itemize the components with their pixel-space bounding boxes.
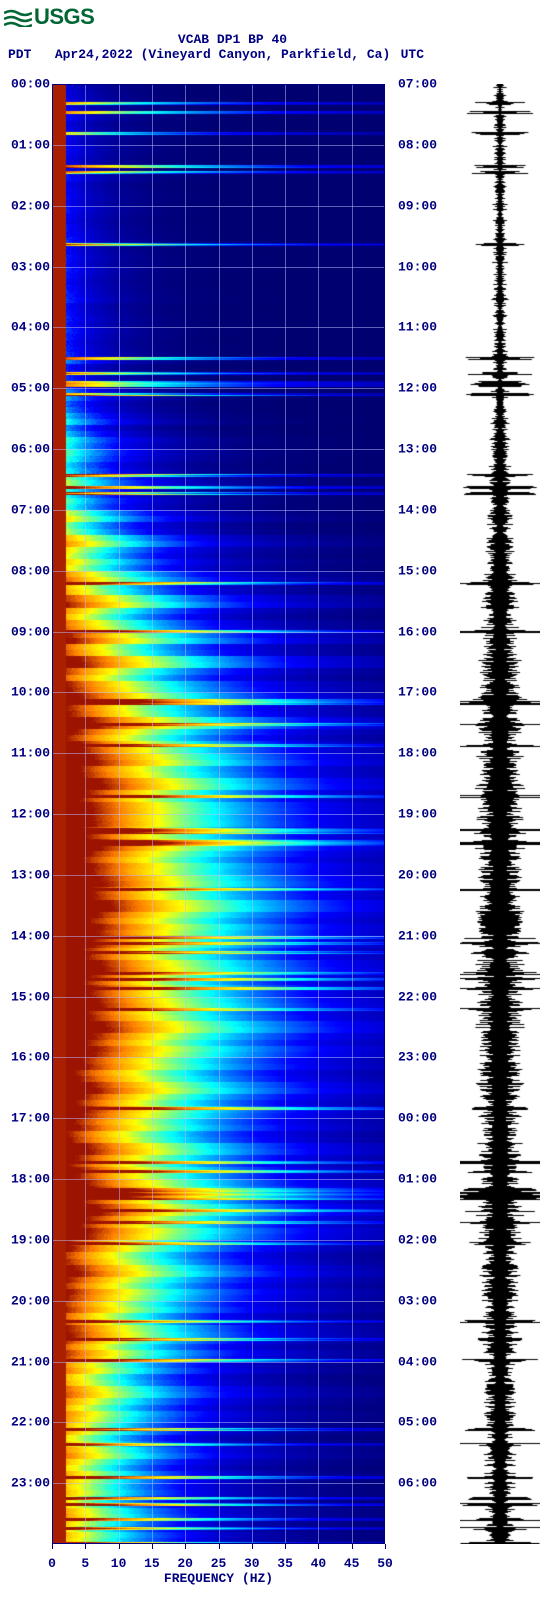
- usgs-logo: USGS: [4, 4, 94, 30]
- utc-time-label: 19:00: [392, 807, 437, 822]
- pdt-time-label: 23:00: [0, 1476, 50, 1491]
- x-tick-mark: [385, 1544, 386, 1549]
- waveform-panel: [460, 84, 540, 1544]
- x-tick-label: 25: [211, 1556, 227, 1571]
- utc-time-label: 12:00: [392, 381, 437, 396]
- x-axis-label: FREQUENCY (HZ): [52, 1571, 385, 1586]
- utc-time-label: 00:00: [392, 1111, 437, 1126]
- pdt-time-label: 00:00: [0, 77, 50, 92]
- utc-time-label: 08:00: [392, 137, 437, 152]
- utc-time-label: 04:00: [392, 1354, 437, 1369]
- x-tick-label: 0: [48, 1556, 56, 1571]
- utc-time-label: 18:00: [392, 746, 437, 761]
- pdt-time-axis: 00:0001:0002:0003:0004:0005:0006:0007:00…: [0, 84, 50, 1544]
- x-tick-mark: [119, 1544, 120, 1549]
- utc-time-label: 03:00: [392, 1293, 437, 1308]
- utc-time-label: 02:00: [392, 1232, 437, 1247]
- utc-time-label: 15:00: [392, 563, 437, 578]
- utc-time-axis: 07:0008:0009:0010:0011:0012:0013:0014:00…: [392, 84, 437, 1544]
- logo-text: USGS: [34, 4, 94, 30]
- pdt-time-label: 14:00: [0, 928, 50, 943]
- chart-title: VCAB DP1 BP 40: [0, 32, 465, 48]
- pdt-time-label: 22:00: [0, 1415, 50, 1430]
- utc-time-label: 23:00: [392, 1050, 437, 1065]
- pdt-time-label: 09:00: [0, 624, 50, 639]
- pdt-time-label: 15:00: [0, 989, 50, 1004]
- tz-right: UTC: [401, 47, 424, 62]
- pdt-time-label: 16:00: [0, 1050, 50, 1065]
- utc-time-label: 05:00: [392, 1415, 437, 1430]
- x-tick-mark: [152, 1544, 153, 1549]
- x-tick-mark: [352, 1544, 353, 1549]
- pdt-time-label: 04:00: [0, 320, 50, 335]
- spectrogram-canvas: [52, 84, 385, 1544]
- x-tick-label: 15: [144, 1556, 160, 1571]
- pdt-time-label: 13:00: [0, 867, 50, 882]
- utc-time-label: 10:00: [392, 259, 437, 274]
- x-tick-label: 35: [277, 1556, 293, 1571]
- utc-time-label: 09:00: [392, 198, 437, 213]
- pdt-time-label: 17:00: [0, 1111, 50, 1126]
- pdt-time-label: 06:00: [0, 442, 50, 457]
- pdt-time-label: 03:00: [0, 259, 50, 274]
- utc-time-label: 01:00: [392, 1172, 437, 1187]
- x-tick-label: 20: [177, 1556, 193, 1571]
- utc-time-label: 13:00: [392, 442, 437, 457]
- date-station: Apr24,2022 (Vineyard Canyon, Parkfield, …: [55, 47, 390, 62]
- utc-time-label: 21:00: [392, 928, 437, 943]
- utc-time-label: 20:00: [392, 867, 437, 882]
- pdt-time-label: 20:00: [0, 1293, 50, 1308]
- pdt-time-label: 01:00: [0, 137, 50, 152]
- chart-subtitle: PDT Apr24,2022 (Vineyard Canyon, Parkfie…: [8, 47, 390, 62]
- tz-left: PDT: [8, 47, 31, 62]
- utc-time-label: 14:00: [392, 502, 437, 517]
- utc-time-label: 22:00: [392, 989, 437, 1004]
- utc-time-label: 11:00: [392, 320, 437, 335]
- wave-icon: [4, 7, 32, 27]
- x-tick-label: 45: [344, 1556, 360, 1571]
- x-tick-mark: [318, 1544, 319, 1549]
- x-tick-label: 10: [111, 1556, 127, 1571]
- x-tick-mark: [85, 1544, 86, 1549]
- pdt-time-label: 21:00: [0, 1354, 50, 1369]
- utc-time-label: 17:00: [392, 685, 437, 700]
- spectrogram-plot: [52, 84, 385, 1544]
- pdt-time-label: 02:00: [0, 198, 50, 213]
- pdt-time-label: 11:00: [0, 746, 50, 761]
- x-tick-mark: [252, 1544, 253, 1549]
- x-tick-mark: [285, 1544, 286, 1549]
- pdt-time-label: 18:00: [0, 1172, 50, 1187]
- utc-time-label: 06:00: [392, 1476, 437, 1491]
- x-tick-label: 40: [311, 1556, 327, 1571]
- pdt-time-label: 08:00: [0, 563, 50, 578]
- x-tick-mark: [219, 1544, 220, 1549]
- x-tick-mark: [185, 1544, 186, 1549]
- pdt-time-label: 07:00: [0, 502, 50, 517]
- pdt-time-label: 10:00: [0, 685, 50, 700]
- x-tick-label: 50: [377, 1556, 393, 1571]
- utc-time-label: 16:00: [392, 624, 437, 639]
- utc-time-label: 07:00: [392, 77, 437, 92]
- pdt-time-label: 12:00: [0, 807, 50, 822]
- frequency-axis: FREQUENCY (HZ) 05101520253035404550: [52, 1544, 385, 1584]
- pdt-time-label: 19:00: [0, 1232, 50, 1247]
- waveform-canvas: [460, 84, 540, 1544]
- x-tick-label: 30: [244, 1556, 260, 1571]
- x-tick-label: 5: [81, 1556, 89, 1571]
- pdt-time-label: 05:00: [0, 381, 50, 396]
- x-tick-mark: [52, 1544, 53, 1549]
